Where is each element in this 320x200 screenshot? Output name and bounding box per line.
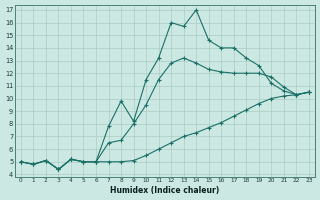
X-axis label: Humidex (Indice chaleur): Humidex (Indice chaleur) — [110, 186, 220, 195]
